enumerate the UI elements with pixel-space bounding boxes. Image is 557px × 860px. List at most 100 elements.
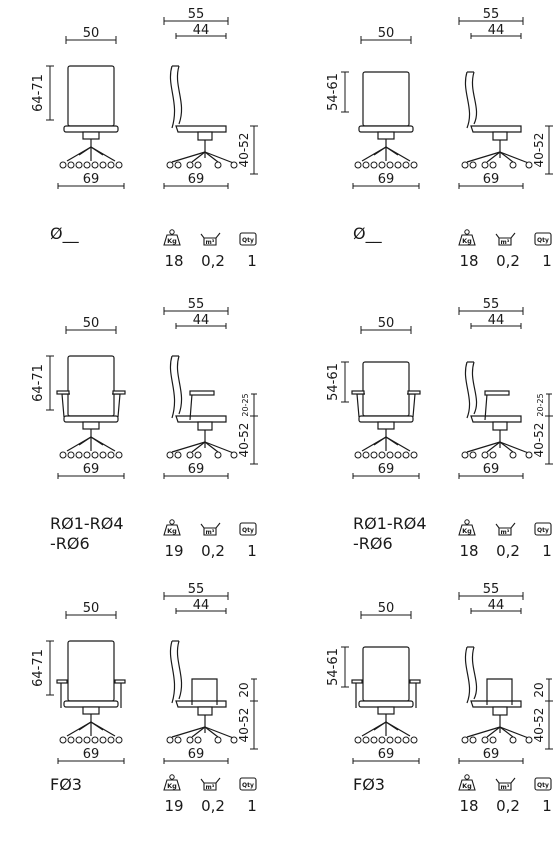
volume-m3-icon: m³: [495, 777, 516, 791]
front-base-label: 69: [83, 172, 100, 187]
product-cell-adjustable-arms-2: 50 69 54-61 55 44 69 40-52 20-25 RØ1-RØ4 -RØ6 Kg m…: [295, 290, 557, 575]
qty-icon-text: Qty: [242, 237, 254, 244]
qty-value: 1: [247, 797, 257, 815]
model-code: FØ3: [353, 775, 385, 794]
spec-icons: Kg m³ Qty: [163, 519, 257, 536]
back-height-label: 54-61: [326, 648, 341, 686]
m3-value: 0,2: [496, 252, 520, 270]
front-view: 50 69 54-61: [326, 26, 420, 189]
qty-value: 1: [542, 797, 552, 815]
arm-height-label: 20-25: [241, 393, 250, 416]
kg-icon-text: Kg: [462, 237, 472, 245]
qty-value: 1: [247, 542, 257, 560]
model-code: RØ1-RØ4 -RØ6: [50, 514, 124, 553]
back-height-label: 64-71: [31, 649, 46, 687]
front-width-label: 50: [378, 316, 395, 331]
front-view: 50 69 54-61: [326, 316, 421, 479]
arm-height-label: 20-25: [536, 393, 545, 416]
m3-icon-text: m³: [501, 239, 510, 246]
volume-m3-icon: m³: [495, 522, 516, 536]
m3-value: 0,2: [201, 542, 225, 560]
side-depth-label: 55: [188, 7, 205, 22]
kg-value: 18: [459, 252, 479, 270]
qty-icon-text: Qty: [242, 782, 254, 789]
front-base-label: 69: [378, 462, 395, 477]
product-cell-no-arms-1: 50 69 64-71 55 44 69 40-52 Ø__ Kg m³ Qty 18 0,2 1: [0, 0, 295, 285]
spec-icons: Kg m³ Qty: [458, 519, 552, 536]
spec-icons: Kg m³ Qty: [163, 774, 257, 791]
m3-value: 0,2: [201, 252, 225, 270]
front-base-label: 69: [378, 747, 395, 762]
model-code: RØ1-RØ4 -RØ6: [353, 514, 427, 553]
volume-m3-icon: m³: [200, 522, 221, 536]
seat-depth-label: 44: [193, 598, 210, 613]
weight-kg-icon: Kg: [458, 519, 476, 536]
back-height-label: 54-61: [326, 363, 341, 401]
m3-icon-text: m³: [206, 529, 215, 536]
volume-m3-icon: m³: [495, 232, 516, 246]
volume-m3-icon: m³: [200, 777, 221, 791]
model-code: Ø__: [353, 224, 382, 243]
side-base-label: 69: [483, 462, 500, 477]
seat-height-label: 40-52: [532, 423, 546, 458]
kg-value: 18: [459, 542, 479, 560]
weight-kg-icon: Kg: [163, 519, 181, 536]
seat-depth-label: 44: [488, 598, 505, 613]
m3-icon-text: m³: [501, 784, 510, 791]
front-view: 50 69 64-71: [31, 601, 126, 764]
qty-box-icon: Qty: [534, 777, 552, 791]
seat-depth-label: 44: [488, 23, 505, 38]
qty-value: 1: [247, 252, 257, 270]
front-view: 50 69 54-61: [326, 601, 421, 764]
seat-height-label: 40-52: [532, 133, 546, 168]
qty-box-icon: Qty: [534, 232, 552, 246]
weight-kg-icon: Kg: [458, 229, 476, 246]
qty-box-icon: Qty: [239, 522, 257, 536]
front-view: 50 69 64-71: [31, 316, 126, 479]
seat-depth-label: 44: [488, 313, 505, 328]
seat-height-label: 40-52: [237, 708, 251, 743]
qty-icon-text: Qty: [242, 527, 254, 534]
side-base-label: 69: [188, 172, 205, 187]
front-view: 50 69 64-71: [31, 26, 125, 189]
front-width-label: 50: [83, 26, 100, 41]
qty-value: 1: [542, 252, 552, 270]
spec-icons: Kg m³ Qty: [458, 774, 552, 791]
front-base-label: 69: [83, 462, 100, 477]
side-depth-label: 55: [188, 297, 205, 312]
seat-height-label: 40-52: [237, 133, 251, 168]
front-width-label: 50: [378, 26, 395, 41]
arm-height-label: 20: [237, 682, 251, 697]
qty-box-icon: Qty: [239, 232, 257, 246]
seat-height-label: 40-52: [237, 423, 251, 458]
side-base-label: 69: [188, 747, 205, 762]
volume-m3-icon: m³: [200, 232, 221, 246]
back-height-label: 54-61: [326, 73, 341, 111]
side-depth-label: 55: [483, 7, 500, 22]
m3-icon-text: m³: [501, 529, 510, 536]
side-depth-label: 55: [188, 582, 205, 597]
side-base-label: 69: [188, 462, 205, 477]
front-base-label: 69: [378, 172, 395, 187]
side-depth-label: 55: [483, 582, 500, 597]
m3-icon-text: m³: [206, 784, 215, 791]
product-cell-fixed-arms-1: 50 69 64-71 55 44 69 40-52 20 FØ3 Kg m³ Qty 19 0,2 1: [0, 575, 295, 860]
product-cell-fixed-arms-2: 50 69 54-61 55 44 69 40-52 20 FØ3 Kg m³ Qty 18 0,2 1: [295, 575, 557, 860]
arm-height-label: 20: [532, 682, 546, 697]
seat-height-label: 40-52: [532, 708, 546, 743]
qty-box-icon: Qty: [239, 777, 257, 791]
kg-value: 18: [459, 797, 479, 815]
product-cell-adjustable-arms-1: 50 69 64-71 55 44 69 40-52 20-25 RØ1-RØ4 -RØ6 Kg m…: [0, 290, 295, 575]
model-code: FØ3: [50, 775, 82, 794]
front-width-label: 50: [378, 601, 395, 616]
side-base-label: 69: [483, 747, 500, 762]
spec-icons: Kg m³ Qty: [163, 229, 257, 246]
kg-icon-text: Kg: [462, 527, 472, 535]
